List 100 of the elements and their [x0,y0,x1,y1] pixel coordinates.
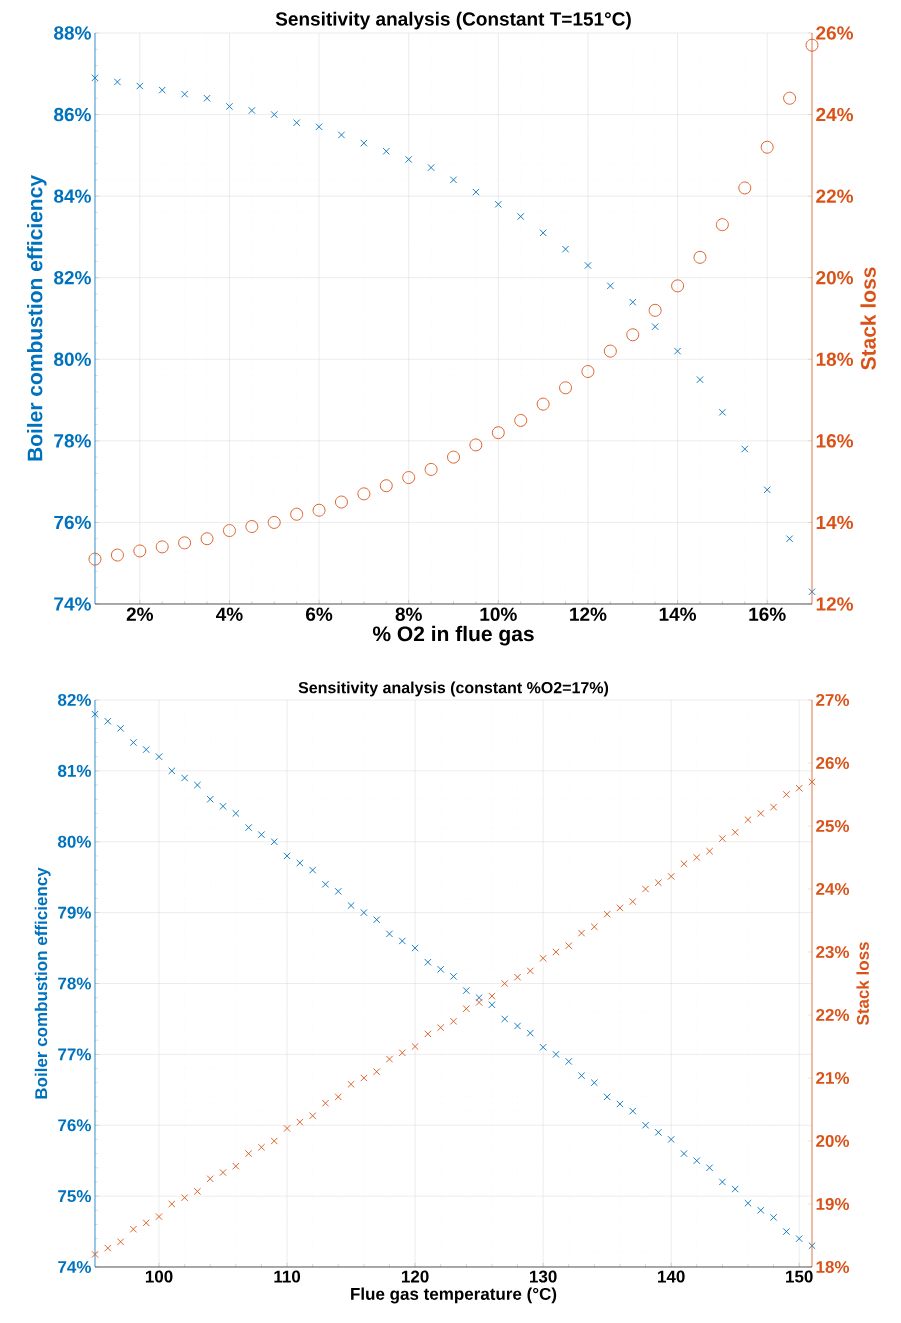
point [411,1042,419,1051]
point [270,838,278,846]
point [200,532,214,546]
point [693,853,701,862]
point [283,852,291,860]
y2-tick-label: 18% [816,1260,850,1274]
point [693,250,707,264]
point [680,1149,688,1158]
point [257,1143,266,1151]
y-tick-label: 78% [54,434,91,448]
point [744,1199,752,1207]
point [581,365,595,378]
point [782,1227,791,1236]
point [705,847,714,855]
point [488,1001,496,1009]
x-tick-label: 100 [145,1270,173,1283]
y-tick-label: 74% [54,597,91,611]
point [513,1022,522,1030]
y-tick-label: 80% [54,352,91,367]
point [385,930,394,938]
point [565,1057,573,1066]
point [673,347,682,355]
point [203,94,211,102]
point [373,1068,381,1076]
point [744,816,752,824]
point [513,973,522,981]
point [526,1029,534,1037]
point [296,1118,304,1126]
x-tick-label: 150 [786,1270,813,1283]
point [437,1023,445,1032]
point [222,524,236,538]
point [385,1055,394,1063]
y2-tick-label: 23% [816,945,850,959]
chart-title: Sensitivity analysis (constant %O2=17%) [298,681,609,697]
point [360,139,368,147]
point [334,1093,342,1101]
point [382,147,390,155]
point [309,1112,317,1120]
point [315,123,323,131]
point [88,552,102,566]
y-tick-label: 82% [54,270,91,285]
point [168,1200,176,1208]
point [267,515,281,529]
point [565,942,573,950]
x-tick-label: 10% [480,607,517,621]
point [232,809,240,818]
point [129,1225,138,1233]
y-tick-label: 74% [58,1261,92,1273]
point [360,1074,368,1082]
point [648,303,662,317]
point [91,710,99,718]
point [757,1206,765,1214]
point [718,1178,726,1186]
y2-axis-title: Stack loss [860,267,876,370]
point [398,1049,406,1057]
point [270,1137,278,1145]
y-axis-title: Boiler combustion efficiency [34,867,51,1099]
point [603,344,617,358]
point [517,212,525,221]
point [104,717,112,725]
point [462,986,470,995]
point [309,866,317,874]
point [606,282,614,290]
y-tick-label: 76% [54,515,91,530]
point [116,1238,125,1246]
point [91,74,99,82]
point [293,119,301,127]
point [180,1194,189,1202]
point [155,1212,163,1221]
point [526,967,534,975]
point [808,1242,816,1250]
y-tick-label: 76% [58,1119,92,1132]
y2-tick-label: 14% [816,515,854,530]
y2-tick-label: 27% [816,694,850,706]
y-tick-label: 78% [58,977,92,990]
y2-tick-label: 21% [816,1071,850,1084]
point [552,948,560,956]
point [738,181,752,195]
point [136,82,144,90]
y2-axis-title: Stack loss [856,942,869,1026]
y2-tick-label: 19% [816,1197,850,1211]
point [449,1017,458,1025]
point [402,471,416,485]
point [641,885,650,893]
y2-tick-label: 24% [816,883,850,895]
point [629,298,637,306]
point [757,809,765,818]
point [769,803,778,811]
point [219,1168,227,1177]
point [449,176,458,184]
point [718,408,727,416]
point [178,536,192,550]
point [808,778,816,786]
point [257,831,266,839]
point [715,218,729,232]
point [616,1100,624,1108]
point [225,102,234,111]
point [680,860,688,868]
point [654,1128,662,1136]
point [335,495,348,509]
